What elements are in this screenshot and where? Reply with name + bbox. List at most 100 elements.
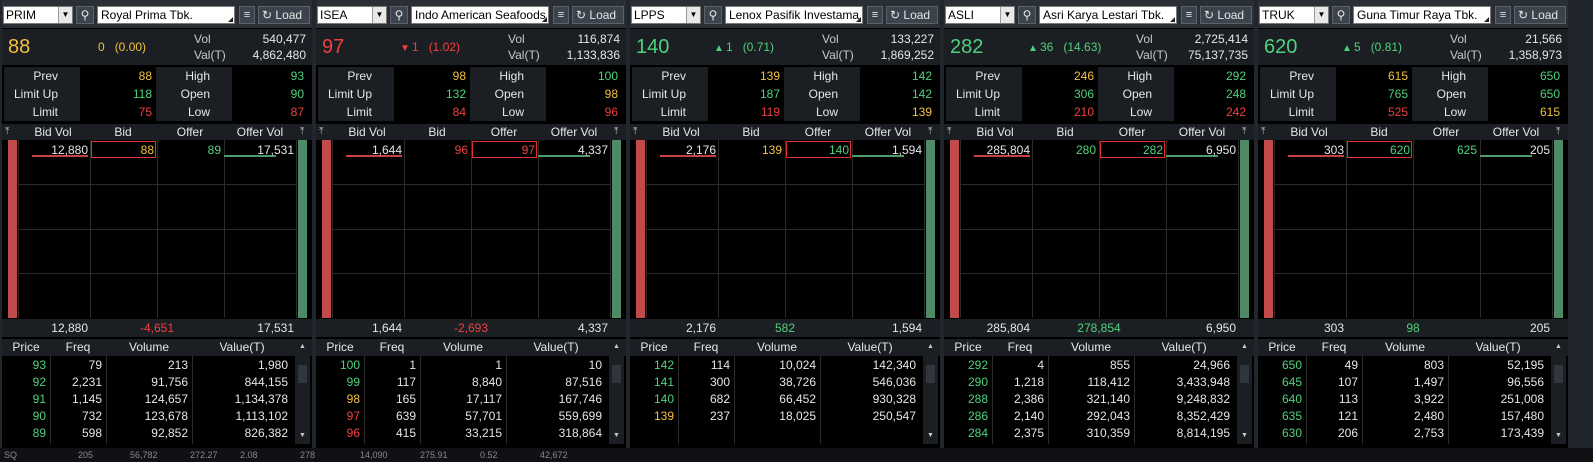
scroll-down-icon[interactable]: ▼: [299, 432, 306, 439]
pin-icon[interactable]: ⤒: [5, 126, 10, 137]
trade-row[interactable]: 89 598 92,852 826,382: [2, 425, 294, 442]
load-button[interactable]: ↻ Load: [1200, 6, 1252, 24]
chevron-down-icon[interactable]: ▼: [372, 7, 386, 23]
trade-row[interactable]: 288 2,386 321,140 9,248,832: [944, 391, 1236, 408]
offer-price-cell[interactable]: 625: [1456, 143, 1477, 157]
pin-icon[interactable]: ⤒: [1556, 126, 1561, 137]
load-button[interactable]: ↻ Load: [1514, 6, 1566, 24]
scrollbar-thumb[interactable]: [1554, 365, 1563, 383]
search-icon[interactable]: ⚲: [704, 6, 722, 24]
trade-row[interactable]: 286 2,140 292,043 8,352,429: [944, 408, 1236, 425]
trade-row[interactable]: 650 49 803 52,195: [1258, 357, 1550, 374]
expand-icon[interactable]: ≡: [553, 6, 569, 24]
scrollbar-thumb[interactable]: [298, 365, 307, 383]
vertical-scrollbar[interactable]: ▲ ▼: [1237, 339, 1252, 444]
company-name-field[interactable]: Lenox Pasifik Investama: [725, 6, 863, 24]
trade-row[interactable]: 96 415 33,215 318,864: [316, 425, 608, 442]
scroll-up-icon[interactable]: ▲: [1241, 343, 1248, 350]
expand-icon[interactable]: ≡: [1181, 6, 1197, 24]
stock-code-combo[interactable]: ISEA ▼: [317, 6, 387, 24]
expand-icon[interactable]: ≡: [1495, 6, 1511, 24]
pin-icon[interactable]: ⤒: [1242, 126, 1247, 137]
bid-price-cell[interactable]: 620: [1389, 143, 1410, 157]
offer-price-cell[interactable]: 89: [207, 143, 221, 157]
scroll-up-icon[interactable]: ▲: [299, 343, 306, 350]
expand-icon[interactable]: ≡: [239, 6, 255, 24]
offer-vol-cell[interactable]: 1,594: [891, 143, 922, 157]
chevron-down-icon[interactable]: ▼: [58, 7, 72, 23]
search-icon[interactable]: ⚲: [1018, 6, 1036, 24]
vertical-scrollbar[interactable]: ▲ ▼: [609, 339, 624, 444]
bid-price-cell[interactable]: 96: [454, 143, 468, 157]
vertical-scrollbar[interactable]: ▲ ▼: [923, 339, 938, 444]
search-icon[interactable]: ⚲: [1332, 6, 1350, 24]
scroll-down-icon[interactable]: ▼: [927, 432, 934, 439]
company-name-field[interactable]: Guna Timur Raya Tbk.: [1353, 6, 1491, 24]
scroll-down-icon[interactable]: ▼: [1555, 432, 1562, 439]
scroll-up-icon[interactable]: ▲: [1555, 343, 1562, 350]
pin-icon[interactable]: ⤒: [633, 126, 638, 137]
stock-code-combo[interactable]: LPPS ▼: [631, 6, 701, 24]
trade-row[interactable]: 630 206 2,753 173,439: [1258, 425, 1550, 442]
pin-icon[interactable]: ⤒: [928, 126, 933, 137]
pin-icon[interactable]: ⤒: [947, 126, 952, 137]
pin-icon[interactable]: ⤒: [1261, 126, 1266, 137]
trade-row[interactable]: 142 114 10,024 142,340: [630, 357, 922, 374]
stock-code-combo[interactable]: PRIM ▼: [3, 6, 73, 24]
trade-row[interactable]: 91 1,145 124,657 1,134,378: [2, 391, 294, 408]
trade-row[interactable]: 93 79 213 1,980: [2, 357, 294, 374]
load-button[interactable]: ↻ Load: [886, 6, 938, 24]
company-name-field[interactable]: Asri Karya Lestari Tbk.: [1039, 6, 1177, 24]
offer-vol-cell[interactable]: 4,337: [577, 143, 608, 157]
bid-vol-cell[interactable]: 1,644: [371, 143, 402, 157]
trade-row[interactable]: 284 2,375 310,359 8,814,195: [944, 425, 1236, 442]
search-icon[interactable]: ⚲: [76, 6, 94, 24]
trade-row[interactable]: 139 237 18,025 250,547: [630, 408, 922, 425]
load-button[interactable]: ↻ Load: [258, 6, 310, 24]
offer-vol-cell[interactable]: 17,531: [257, 143, 294, 157]
vertical-scrollbar[interactable]: ▲ ▼: [1551, 339, 1566, 444]
pin-icon[interactable]: ⤒: [319, 126, 324, 137]
pin-icon[interactable]: ⤒: [614, 126, 619, 137]
offer-vol-cell[interactable]: 205: [1529, 143, 1550, 157]
chevron-down-icon[interactable]: ▼: [1000, 7, 1014, 23]
trade-row[interactable]: 140 682 66,452 930,328: [630, 391, 922, 408]
scrollbar-thumb[interactable]: [926, 365, 935, 383]
trade-row[interactable]: 97 639 57,701 559,699: [316, 408, 608, 425]
load-button[interactable]: ↻ Load: [572, 6, 624, 24]
chevron-down-icon[interactable]: ▼: [1314, 7, 1328, 23]
scroll-down-icon[interactable]: ▼: [1241, 432, 1248, 439]
stock-code-combo[interactable]: ASLI ▼: [945, 6, 1015, 24]
trade-row[interactable]: 640 113 3,922 251,008: [1258, 391, 1550, 408]
offer-price-cell[interactable]: 140: [828, 143, 849, 157]
trade-row[interactable]: 645 107 1,497 96,556: [1258, 374, 1550, 391]
chevron-down-icon[interactable]: ▼: [686, 7, 700, 23]
company-name-field[interactable]: Royal Prima Tbk.: [97, 6, 235, 24]
bid-vol-cell[interactable]: 2,176: [685, 143, 716, 157]
scroll-up-icon[interactable]: ▲: [927, 343, 934, 350]
scroll-up-icon[interactable]: ▲: [613, 343, 620, 350]
bid-vol-cell[interactable]: 303: [1323, 143, 1344, 157]
bid-price-cell[interactable]: 139: [761, 143, 782, 157]
bid-price-cell[interactable]: 88: [140, 143, 154, 157]
scrollbar-thumb[interactable]: [612, 365, 621, 383]
trade-row[interactable]: 290 1,218 118,412 3,433,948: [944, 374, 1236, 391]
trade-row[interactable]: 98 165 17,117 167,746: [316, 391, 608, 408]
trade-row[interactable]: 99 117 8,840 87,516: [316, 374, 608, 391]
trade-row[interactable]: 292 4 855 24,966: [944, 357, 1236, 374]
company-name-field[interactable]: Indo American Seafoods: [411, 6, 549, 24]
offer-vol-cell[interactable]: 6,950: [1205, 143, 1236, 157]
trade-row[interactable]: 90 732 123,678 1,113,102: [2, 408, 294, 425]
trade-row[interactable]: 92 2,231 91,756 844,155: [2, 374, 294, 391]
bid-vol-cell[interactable]: 285,804: [986, 143, 1030, 157]
vertical-scrollbar[interactable]: ▲ ▼: [295, 339, 310, 444]
scroll-down-icon[interactable]: ▼: [613, 432, 620, 439]
bid-vol-cell[interactable]: 12,880: [51, 143, 88, 157]
stock-code-combo[interactable]: TRUK ▼: [1259, 6, 1329, 24]
trade-row[interactable]: 635 121 2,480 157,480: [1258, 408, 1550, 425]
trade-row[interactable]: 141 300 38,726 546,036: [630, 374, 922, 391]
offer-price-cell[interactable]: 282: [1142, 143, 1163, 157]
scrollbar-thumb[interactable]: [1240, 365, 1249, 383]
offer-price-cell[interactable]: 97: [521, 143, 535, 157]
bid-price-cell[interactable]: 280: [1075, 143, 1096, 157]
